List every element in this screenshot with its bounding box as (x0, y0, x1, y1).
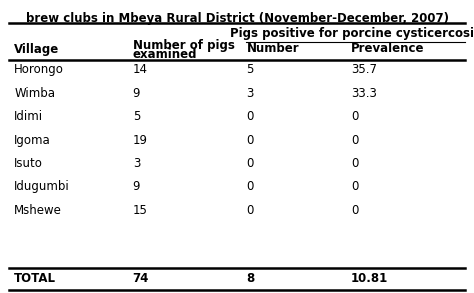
Text: TOTAL: TOTAL (14, 272, 56, 285)
Text: 0: 0 (351, 110, 358, 123)
Text: 3: 3 (246, 87, 254, 100)
Text: Mshewe: Mshewe (14, 204, 62, 217)
Text: 0: 0 (246, 157, 254, 170)
Text: brew clubs in Mbeya Rural District (November-December, 2007): brew clubs in Mbeya Rural District (Nove… (26, 12, 448, 25)
Text: Isuto: Isuto (14, 157, 43, 170)
Text: 0: 0 (246, 204, 254, 217)
Text: Igoma: Igoma (14, 134, 51, 146)
Text: 10.81: 10.81 (351, 272, 388, 285)
Text: Horongo: Horongo (14, 63, 64, 76)
Text: examined: examined (133, 48, 197, 61)
Text: 14: 14 (133, 63, 148, 76)
Text: 35.7: 35.7 (351, 63, 377, 76)
Text: 0: 0 (351, 180, 358, 193)
Text: 74: 74 (133, 272, 149, 285)
Text: 8: 8 (246, 272, 255, 285)
Text: 19: 19 (133, 134, 148, 146)
Text: Idugumbi: Idugumbi (14, 180, 70, 193)
Text: 5: 5 (246, 63, 254, 76)
Text: 0: 0 (351, 134, 358, 146)
Text: Number of pigs: Number of pigs (133, 39, 235, 52)
Text: Idimi: Idimi (14, 110, 43, 123)
Text: 5: 5 (133, 110, 140, 123)
Text: Number: Number (246, 42, 299, 55)
Text: Village: Village (14, 43, 59, 56)
Text: 0: 0 (351, 157, 358, 170)
Text: 9: 9 (133, 87, 140, 100)
Text: 0: 0 (246, 134, 254, 146)
Text: Wimba: Wimba (14, 87, 55, 100)
Text: Pigs positive for porcine cysticercosis: Pigs positive for porcine cysticercosis (230, 27, 474, 40)
Text: Prevalence: Prevalence (351, 42, 424, 55)
Text: 0: 0 (351, 204, 358, 217)
Text: 33.3: 33.3 (351, 87, 377, 100)
Text: 3: 3 (133, 157, 140, 170)
Text: 15: 15 (133, 204, 147, 217)
Text: 0: 0 (246, 110, 254, 123)
Text: 9: 9 (133, 180, 140, 193)
Text: 0: 0 (246, 180, 254, 193)
